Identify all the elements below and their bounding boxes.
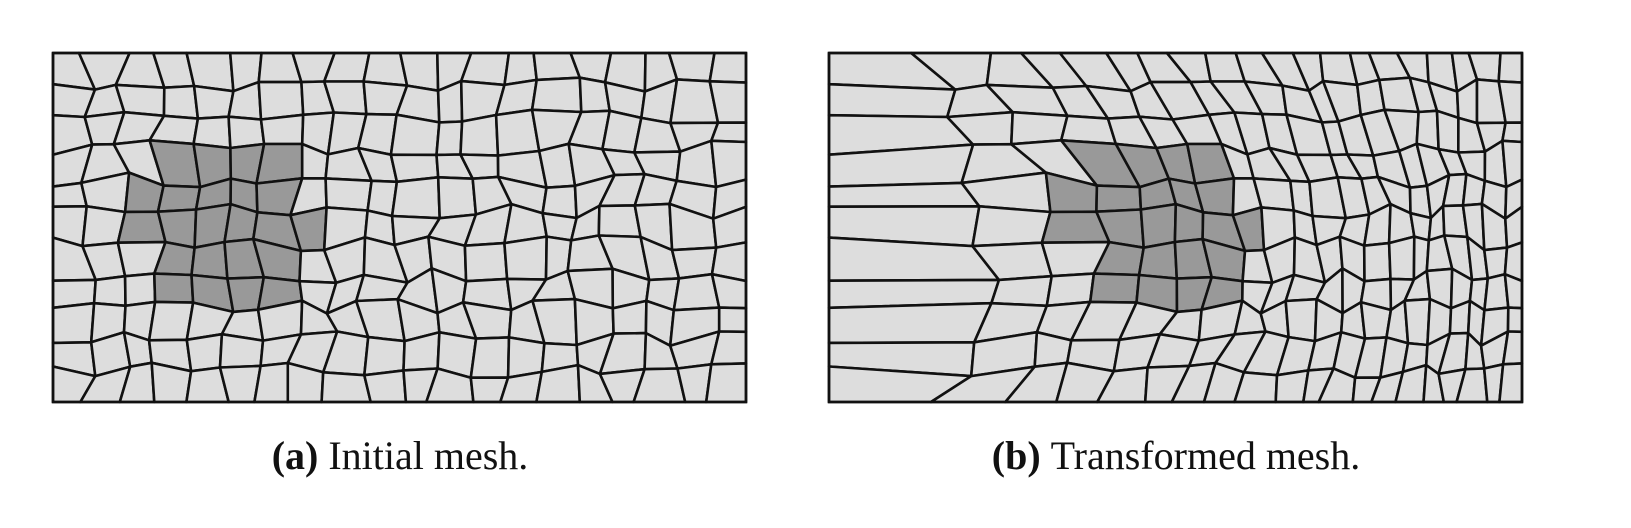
mesh-cell [710,272,748,310]
mesh-cell [1252,177,1295,212]
mesh-cell [435,120,464,157]
mesh-cell [390,176,442,220]
mesh-cell [1497,51,1524,84]
mesh-cell [827,301,993,345]
mesh-cell [1137,240,1179,280]
mesh-cell [218,332,265,369]
mesh-cell [597,204,642,239]
mesh-cell [1173,202,1205,244]
mesh-cell [469,336,511,380]
mesh-cell [153,272,195,304]
mesh-cell [436,176,478,220]
mesh-cell [459,113,500,157]
mesh-cell [255,142,304,185]
mesh-cell [1506,306,1524,334]
mesh-cell [362,335,406,377]
mesh-cell [990,274,1053,308]
mesh-cell [190,240,229,280]
mesh-cell [192,84,235,120]
mesh-cell [717,306,748,334]
mesh-cell [1139,202,1178,249]
mesh-cell [185,332,224,373]
mesh-cell [1088,272,1141,304]
mesh-cell [324,177,373,212]
mesh-cell [259,113,305,146]
mesh-cell [253,361,290,404]
mesh-cell [389,113,441,157]
mesh-cell [1501,121,1524,144]
mesh-cell [530,76,583,114]
mesh-cell [827,181,981,208]
caption-text: Initial mesh. [328,433,529,478]
panel-label: (b) [991,433,1041,478]
mesh-cell [1387,235,1416,281]
caption-b: (b) Transformed mesh. [776,432,1576,479]
mesh-cell [227,115,266,150]
mesh-cell [1435,109,1460,154]
mesh-cell [827,82,957,119]
mesh-cell [971,205,1052,248]
mesh-cell [1503,272,1524,310]
mesh-cell [1284,297,1318,343]
mesh-cell [362,369,408,404]
mesh-cell [150,361,193,404]
panel-label: (a) [271,433,319,478]
mesh-cell [123,272,157,308]
mesh-cell [667,51,716,83]
mesh-cell [1095,184,1143,213]
mesh-cell [162,84,200,120]
mesh-cell [1498,362,1524,404]
mesh-cell [463,241,509,283]
mesh-cell [257,80,305,121]
mesh-border [827,51,1524,404]
mesh-figure [51,51,1524,404]
mesh-cell [1362,241,1392,283]
mesh-cell [708,51,748,84]
mesh-cell [704,362,748,404]
mesh-cell [156,184,202,213]
mesh-border [51,51,748,404]
mesh-cell [503,235,549,281]
mesh-cell [459,51,511,87]
mesh-cell [51,301,96,345]
caption-text: Transformed mesh. [1050,433,1361,478]
mesh-cell [1403,297,1432,347]
mesh-cell [535,363,582,404]
mesh-cell [709,121,748,144]
mesh-cell [92,274,127,308]
caption-a: (a) Initial mesh. [0,432,800,479]
